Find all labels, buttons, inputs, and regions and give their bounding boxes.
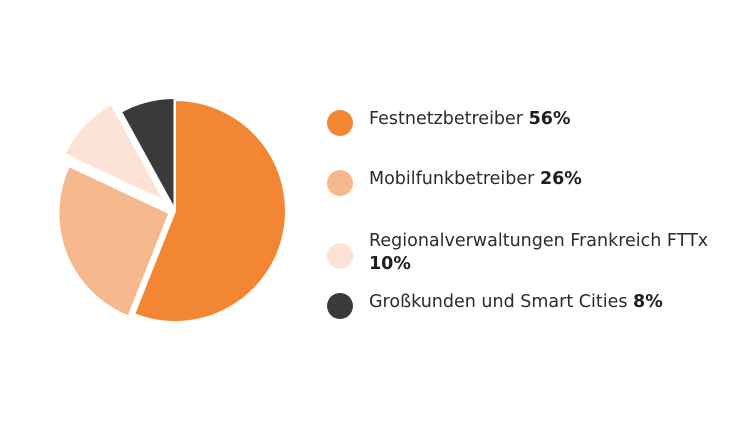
legend-item-grosskunden: Großkunden und Smart Cities 8% bbox=[327, 291, 729, 319]
legend-value: 56% bbox=[528, 109, 571, 129]
legend-value: 8% bbox=[633, 292, 663, 312]
legend-label: Festnetzbetreiber bbox=[369, 109, 524, 129]
legend-value: 10% bbox=[369, 254, 411, 274]
slice-mobilfunkbetreiber bbox=[57, 164, 171, 318]
legend-text: Regionalverwaltungen Frankreich FTTx 10% bbox=[369, 230, 729, 276]
slice-regionalverwaltungen bbox=[63, 102, 168, 204]
legend-swatch bbox=[327, 293, 353, 319]
legend-item-regionalverwaltungen: Regionalverwaltungen Frankreich FTTx 10% bbox=[327, 230, 729, 276]
legend-text: Festnetzbetreiber 56% bbox=[369, 108, 729, 131]
legend-text: Großkunden und Smart Cities 8% bbox=[369, 291, 729, 314]
legend-label: Großkunden und Smart Cities bbox=[369, 292, 628, 312]
legend-swatch bbox=[327, 243, 353, 269]
legend-label: Regionalverwaltungen Frankreich FTTx bbox=[369, 231, 709, 251]
legend-label: Mobilfunkbetreiber bbox=[369, 169, 535, 189]
legend-value: 26% bbox=[539, 169, 582, 189]
legend-swatch bbox=[327, 170, 353, 196]
legend-item-mobilfunkbetreiber: Mobilfunkbetreiber 26% bbox=[327, 168, 729, 196]
legend-item-festnetzbetreiber: Festnetzbetreiber 56% bbox=[327, 108, 729, 136]
legend-swatch bbox=[327, 110, 353, 136]
slice-grosskunden bbox=[119, 97, 176, 210]
slice-festnetzbetreiber bbox=[132, 98, 287, 323]
legend-text: Mobilfunkbetreiber 26% bbox=[369, 168, 729, 191]
